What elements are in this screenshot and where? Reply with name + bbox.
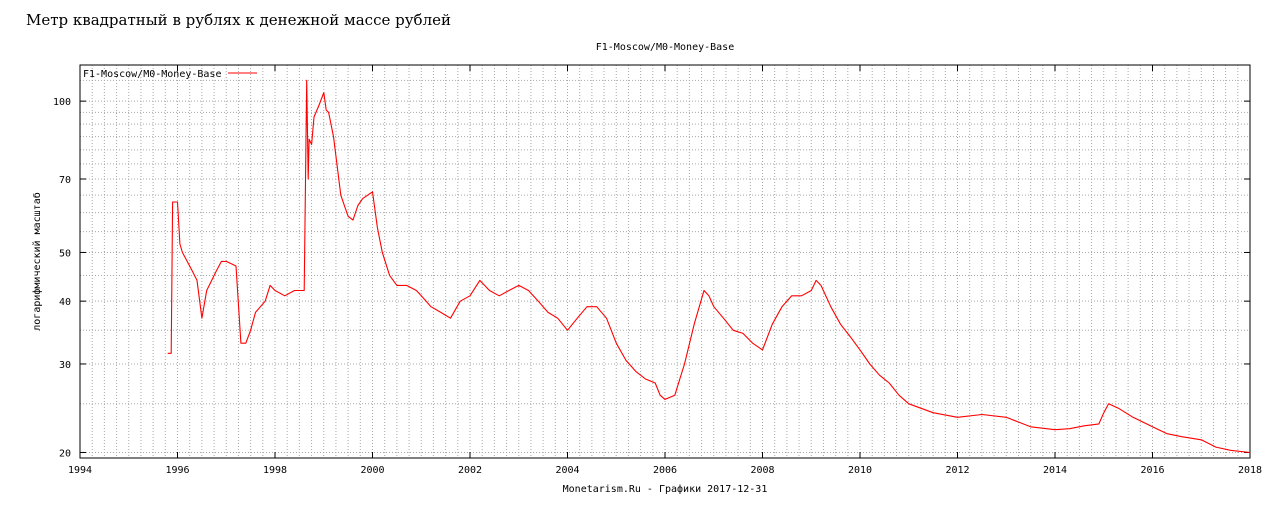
x-tick-label: 1998 <box>263 465 287 476</box>
x-tick-label: 2016 <box>1140 465 1164 476</box>
x-tick-label: 2004 <box>555 465 579 476</box>
y-tick-label: 70 <box>59 175 71 186</box>
x-tick-label: 2012 <box>945 465 969 476</box>
y-axis-label: логарифмический масштаб <box>31 192 43 330</box>
x-tick-label: 2000 <box>360 465 384 476</box>
chart-title: F1-Moscow/M0-Money-Base <box>596 42 734 53</box>
x-tick-label: 2014 <box>1043 465 1067 476</box>
x-tick-label: 2008 <box>750 465 774 476</box>
page-heading: Метр квадратный в рублях к денежной масс… <box>26 11 451 29</box>
y-tick-label: 30 <box>59 360 71 371</box>
y-tick-label: 40 <box>59 297 71 308</box>
series-layer <box>167 79 1251 454</box>
x-axis-ticks: 1994 1996 1998 2000 2002 2004 2006 2008 2010 2012… <box>68 65 1262 476</box>
y-tick-label: 20 <box>59 448 71 459</box>
legend: F1-Moscow/M0-Money-Base <box>83 69 257 80</box>
grid-vertical-lines <box>91 65 1239 458</box>
x-axis-label: Monetarism.Ru - Графики 2017-12-31 <box>563 483 768 495</box>
x-tick-label: 2010 <box>848 465 872 476</box>
x-tick-label: 2002 <box>458 465 482 476</box>
x-tick-label: 2006 <box>653 465 677 476</box>
y-tick-label: 50 <box>59 248 71 259</box>
series-line <box>167 79 1251 454</box>
y-axis-ticks: 20 30 40 50 70 100 <box>53 97 1250 459</box>
x-tick-label: 1994 <box>68 465 92 476</box>
y-tick-label: 100 <box>53 97 71 108</box>
x-tick-label: 2018 <box>1238 465 1262 476</box>
legend-entry-label: F1-Moscow/M0-Money-Base <box>83 69 221 80</box>
x-tick-label: 1996 <box>165 465 189 476</box>
